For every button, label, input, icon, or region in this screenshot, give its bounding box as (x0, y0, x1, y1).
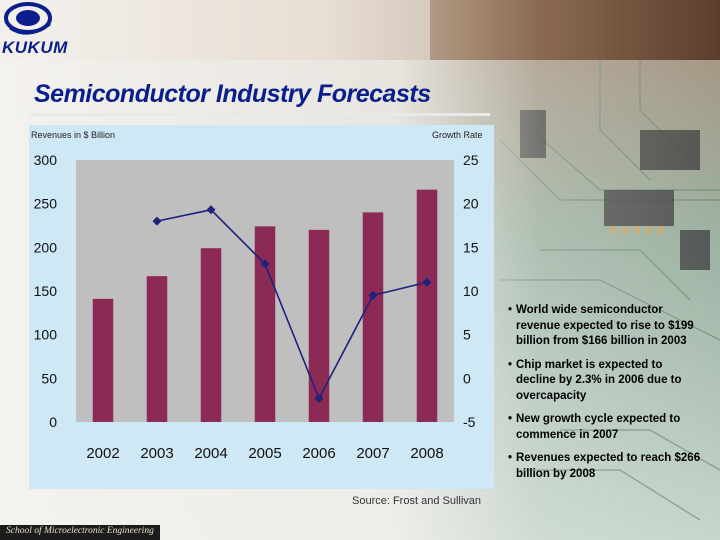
right-tick-label: 5 (463, 327, 471, 343)
bullet-marker: • (508, 452, 513, 464)
bar (92, 298, 114, 422)
bullet-marker: • (508, 358, 513, 371)
left-tick-label: 100 (34, 327, 58, 343)
bullet-text: Chip market is expected to decline by 2.… (516, 358, 682, 402)
category-label: 2003 (140, 445, 173, 462)
growth-rate-point (314, 393, 324, 403)
kukum-logo (4, 2, 52, 35)
footer-bar: School of Microelectronic Engineering (0, 525, 160, 540)
left-tick-label: 250 (34, 196, 58, 212)
bullet-item: • World wide semiconductor revenue expect… (508, 303, 704, 350)
left-tick-label: 200 (34, 239, 58, 255)
logo-text: KUKUM (2, 38, 68, 57)
bullet-item: • Chip market is expected to decline by 2… (508, 358, 704, 405)
growth-rate-point (206, 205, 216, 215)
bullet-text: World wide semiconductor revenue expecte… (516, 304, 694, 347)
category-label: 2004 (194, 445, 227, 462)
right-tick-label: 15 (463, 239, 479, 255)
footer-text: School of Microelectronic Engineering (6, 526, 154, 536)
right-tick-label: 25 (463, 152, 479, 168)
bar (362, 212, 384, 422)
left-tick-label: 50 (41, 370, 57, 386)
category-label: 2007 (356, 445, 389, 462)
left-tick-label: 0 (49, 414, 57, 430)
category-label: 2002 (86, 445, 119, 462)
right-tick-label: 0 (463, 370, 471, 386)
growth-rate-point (152, 216, 162, 226)
right-tick-label: 10 (463, 283, 479, 299)
right-tick-label: -5 (463, 414, 476, 430)
growth-rate-point (422, 277, 432, 287)
bullet-item: • Revenues expected to reach $266 billion… (508, 451, 704, 482)
title-divider (30, 113, 490, 116)
bullet-marker: • (508, 413, 513, 425)
bullet-text: New growth cycle expected to commence in… (516, 413, 681, 441)
left-axis-label: Revenues in $ Billion (31, 130, 116, 140)
bullet-marker: • (508, 304, 513, 316)
chart: 0 50 100 150 200 250 300 -5 0 5 10 15 20 25 2002 2003 20… (34, 152, 479, 462)
source-note: Source: Frost and Sullivan (352, 495, 482, 507)
bar (308, 229, 330, 422)
growth-rate-line (156, 208, 428, 401)
growth-rate-point (368, 290, 378, 300)
left-tick-label: 150 (34, 283, 58, 299)
right-axis-label: Growth Rate (432, 130, 483, 140)
slide-title: Semiconductor Industry Forecasts (34, 80, 431, 108)
right-tick-label: 20 (463, 196, 479, 212)
category-label: 2006 (302, 445, 335, 462)
left-tick-label: 300 (34, 152, 58, 168)
bullet-item: • New growth cycle expected to commence i… (508, 412, 704, 443)
category-label: 2005 (248, 445, 281, 462)
bar (416, 189, 438, 422)
bullet-text: Revenues expected to reach $266 billion … (516, 452, 701, 480)
bullet-list: • World wide semiconductor revenue expect… (508, 303, 704, 490)
growth-rate-point (260, 259, 270, 269)
chart-panel: 0 50 100 150 200 250 300 -5 0 5 10 15 20 25 2002 2003 20… (29, 125, 494, 489)
category-label: 2008 (410, 445, 443, 462)
bar (200, 248, 222, 422)
bar (146, 276, 168, 422)
